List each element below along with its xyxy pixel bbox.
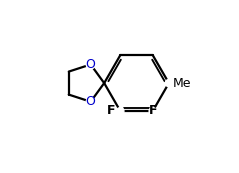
Text: F: F — [149, 104, 158, 117]
Text: O: O — [86, 58, 96, 71]
Circle shape — [86, 97, 95, 106]
Circle shape — [117, 108, 124, 115]
Circle shape — [149, 108, 156, 115]
Text: O: O — [86, 95, 96, 108]
Circle shape — [165, 80, 173, 87]
Circle shape — [86, 60, 95, 69]
Text: F: F — [107, 104, 116, 117]
Text: Me: Me — [173, 77, 191, 90]
